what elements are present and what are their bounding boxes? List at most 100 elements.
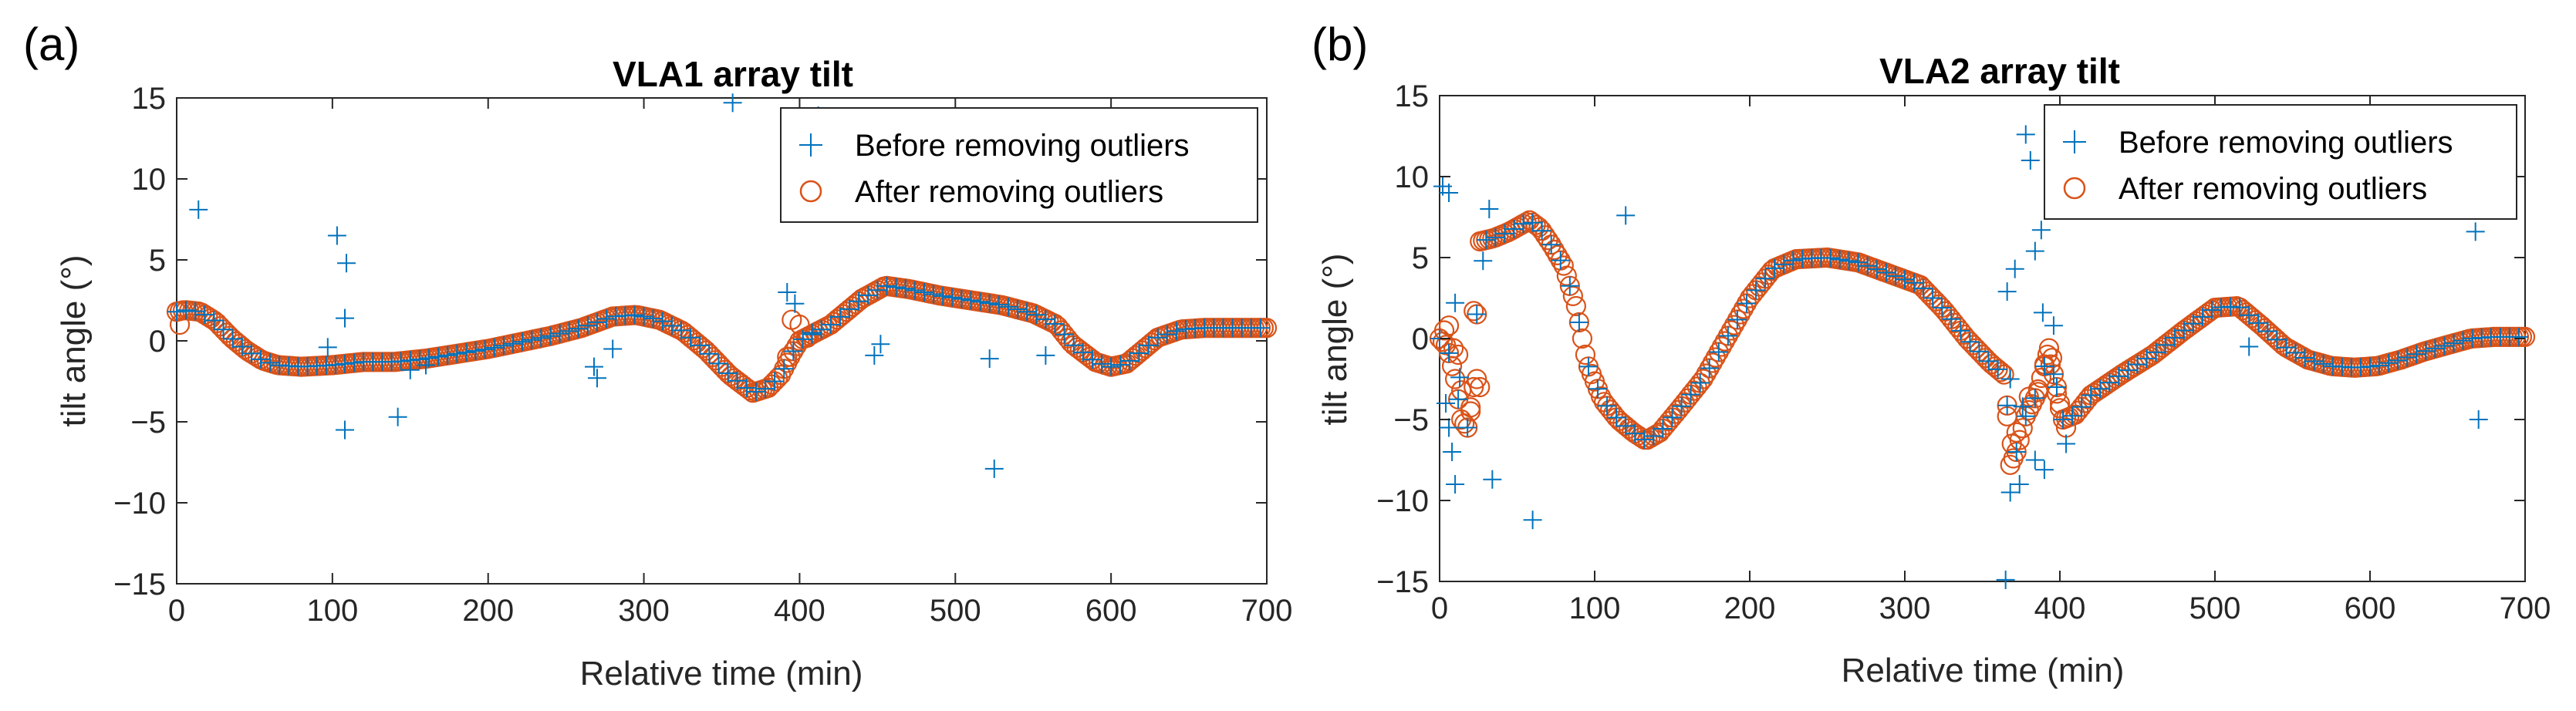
before-point	[1690, 373, 1710, 393]
before-point	[1830, 250, 1849, 269]
before-point	[2453, 331, 2473, 350]
before-point	[2258, 322, 2277, 341]
before-point	[494, 336, 513, 356]
before-point	[1474, 251, 1493, 271]
before-point	[1821, 248, 1840, 268]
before-point	[1443, 443, 1462, 461]
before-point	[934, 286, 953, 305]
before-point	[189, 200, 208, 219]
before-point	[859, 285, 878, 305]
before-point	[522, 330, 542, 349]
after-point	[1693, 369, 1713, 389]
before-point	[1616, 416, 1636, 436]
before-point	[643, 309, 663, 329]
before-point	[2063, 406, 2082, 426]
before-point	[1942, 309, 1961, 329]
before-point	[830, 307, 849, 326]
before-point	[336, 308, 355, 328]
before-point	[337, 254, 356, 273]
before-point	[2202, 301, 2221, 320]
x-tick-label: 400	[2034, 591, 2086, 625]
before-point	[1166, 322, 1186, 341]
y-tick-label: 5	[1412, 241, 1429, 275]
before-point	[2277, 338, 2296, 357]
after-point	[1702, 352, 1723, 373]
x-tick-label: 700	[2500, 591, 2551, 625]
before-point	[634, 307, 653, 326]
panel-a-xaxis: 0 100 200 300 400 500 600 700	[168, 98, 1293, 628]
before-point	[2000, 369, 2020, 389]
before-point	[709, 354, 728, 373]
x-tick-label: 500	[930, 594, 981, 628]
before-point	[1616, 206, 1636, 225]
before-point	[1709, 342, 1728, 362]
before-point	[1045, 315, 1065, 334]
panel-a-xlabel: Relative time (min)	[580, 655, 863, 692]
before-point	[2034, 460, 2054, 480]
y-tick-label: −5	[130, 406, 166, 440]
before-point	[662, 316, 681, 335]
after-point	[1467, 369, 1487, 389]
y-tick-label: −10	[113, 487, 166, 521]
before-point	[840, 299, 859, 318]
before-point	[1560, 276, 1579, 295]
before-point	[1092, 354, 1112, 373]
before-point	[1774, 254, 1794, 274]
after-point	[1733, 298, 1754, 319]
before-point	[690, 335, 710, 355]
panel-b-before-series	[1430, 125, 2528, 589]
after-point	[1572, 328, 1593, 349]
before-point	[1139, 335, 1158, 355]
before-point	[559, 322, 579, 341]
before-point	[1036, 345, 1055, 365]
panel-b-yaxis: 15 10 5 0 −5 −10 −15	[1376, 79, 2525, 599]
after-point	[1724, 315, 1744, 335]
before-point	[2240, 337, 2259, 356]
before-point	[2033, 303, 2052, 322]
before-point	[785, 294, 805, 313]
before-point	[653, 312, 672, 331]
before-point	[821, 315, 840, 334]
before-point	[737, 379, 756, 398]
before-point	[2109, 366, 2129, 386]
panel-b-legend: Before removing outliers After removing …	[2044, 104, 2517, 220]
y-tick-label: −5	[1393, 403, 1429, 437]
panel-a-after-series	[166, 275, 1278, 403]
before-point	[429, 347, 448, 366]
before-point	[2314, 354, 2333, 373]
before-point	[1551, 251, 1570, 270]
before-point	[2034, 357, 2054, 376]
before-point	[1440, 184, 1459, 202]
before-point	[1997, 282, 2017, 302]
y-tick-label: 0	[149, 325, 166, 359]
before-point	[1480, 200, 1499, 218]
before-point	[1848, 253, 1868, 272]
before-point	[2044, 316, 2063, 335]
before-point	[1588, 379, 1608, 399]
before-point	[1437, 394, 1456, 413]
before-point	[2000, 483, 2020, 502]
after-point	[1720, 320, 1741, 341]
before-point	[2021, 151, 2040, 170]
before-point	[700, 344, 719, 363]
before-point	[1157, 325, 1177, 344]
y-tick-label: −15	[113, 568, 166, 601]
x-tick-label: 700	[1241, 594, 1293, 628]
legend-before-marker	[2063, 130, 2086, 153]
before-point	[513, 332, 532, 352]
before-point	[327, 226, 346, 245]
before-point	[1440, 418, 1459, 437]
before-point	[984, 459, 1004, 478]
panel-a-title: VLA1 array tilt	[613, 54, 853, 94]
legend-box	[2044, 104, 2517, 220]
after-point	[1547, 244, 1568, 265]
panel-a-ylabel: tilt angle (°)	[55, 254, 93, 426]
before-point	[1008, 300, 1028, 319]
before-point	[2119, 361, 2138, 380]
before-point	[896, 279, 915, 298]
before-point	[2025, 389, 2044, 408]
after-point	[1565, 295, 1586, 317]
before-point	[1129, 343, 1149, 362]
before-point	[1672, 396, 1691, 416]
before-point	[1756, 269, 1775, 288]
